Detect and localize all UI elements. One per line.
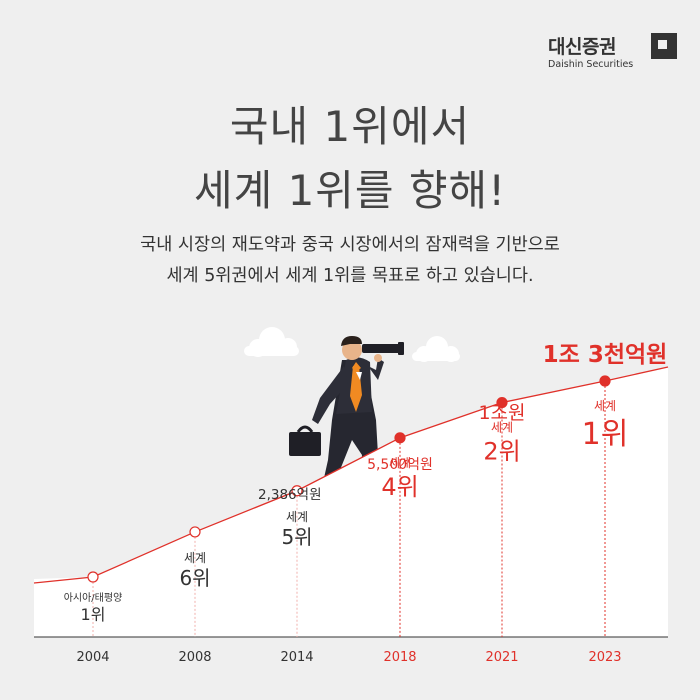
- subtitle-line-1: 국내 시장의 재도약과 중국 시장에서의 잠재력을 기반으로: [140, 235, 560, 255]
- rank-label: 아시아/태평양: [64, 592, 123, 604]
- data-point: [87, 571, 99, 583]
- data-point: [189, 526, 201, 538]
- brand-name-ko: 대신증권: [548, 36, 616, 58]
- value-label: 1조 3천억원: [543, 342, 668, 368]
- brand-mark-icon: [651, 33, 677, 59]
- rank-value: 1위: [81, 605, 106, 624]
- brand-name-en: Daishin Securities: [548, 59, 634, 70]
- year-label: 2021: [485, 650, 518, 665]
- year-label: 2014: [280, 650, 313, 665]
- chart-layer: 2004아시아/태평양1위2008세계6위2014세계5위2,386억원2018…: [33, 342, 669, 665]
- subtitle-line-2: 세계 5위권에서 세계 1위를 목표로 하고 있습니다.: [166, 266, 534, 286]
- rank-label: 세계: [389, 456, 411, 470]
- value-label: 1조원: [478, 402, 525, 424]
- cloud-icon: [412, 336, 460, 362]
- year-label: 2018: [383, 650, 416, 665]
- headline-line-2: 세계 1위를 향해!: [193, 166, 507, 215]
- series-line: [33, 366, 669, 584]
- rank-value: 1위: [582, 417, 629, 452]
- brand-logo: 대신증권 Daishin Securities: [548, 30, 678, 80]
- rank-label: 세계: [286, 510, 308, 524]
- data-point: [394, 432, 406, 444]
- chart-area: [34, 367, 668, 637]
- rank-label: 세계: [594, 399, 616, 413]
- data-point: [291, 485, 303, 497]
- rank-value: 5위: [281, 525, 312, 549]
- value-label: 5,500억원: [367, 457, 433, 473]
- rank-label: 세계: [491, 421, 513, 435]
- businessman-with-telescope: [289, 336, 404, 511]
- year-label: 2008: [178, 650, 211, 665]
- rank-value: 6위: [179, 566, 210, 590]
- headline-line-1: 국내 1위에서: [229, 102, 471, 151]
- data-point: [599, 375, 611, 387]
- year-label: 2023: [588, 650, 621, 665]
- rank-label: 세계: [184, 551, 206, 565]
- rank-value: 4위: [381, 473, 418, 501]
- year-label: 2004: [76, 650, 109, 665]
- data-point: [496, 396, 508, 409]
- value-label: 2,386억원: [258, 487, 322, 503]
- rank-value: 2위: [483, 438, 520, 466]
- cloud-icon: [244, 327, 299, 357]
